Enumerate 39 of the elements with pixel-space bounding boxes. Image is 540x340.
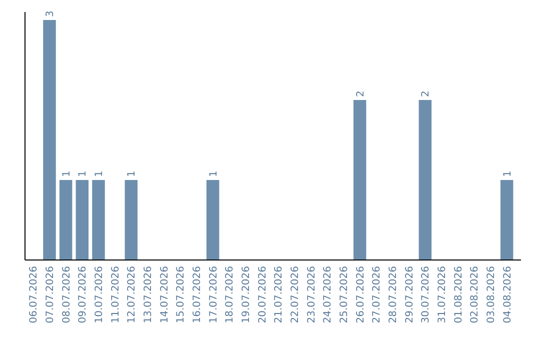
data-label: 3 <box>45 10 56 17</box>
data-label: 1 <box>78 170 89 177</box>
x-tick-label: 18.07.2026 <box>224 266 236 324</box>
x-tick-label: 13.07.2026 <box>143 266 154 324</box>
x-tick-label: 30.07.2026 <box>420 266 432 324</box>
data-label: 2 <box>355 90 366 97</box>
x-tick-label: 06.07.2026 <box>28 266 40 324</box>
x-tick-label: 21.07.2026 <box>274 266 285 324</box>
x-tick-label: 17.07.2026 <box>208 266 220 324</box>
x-tick-label: 12.07.2026 <box>126 266 138 324</box>
x-tick-label: 07.07.2026 <box>45 266 56 324</box>
data-label: 1 <box>126 170 138 177</box>
x-tick-label: 02.08.2026 <box>470 266 481 324</box>
data-label: 1 <box>61 170 72 177</box>
x-tick-label: 19.07.2026 <box>241 266 252 324</box>
x-tick-label: 08.07.2026 <box>61 266 72 324</box>
x-tick-label: 11.07.2026 <box>110 266 122 324</box>
x-tick-label: 27.07.2026 <box>372 266 383 324</box>
data-label: 1 <box>208 170 220 177</box>
x-tick-label: 28.07.2026 <box>388 266 399 324</box>
data-label: 2 <box>420 90 432 97</box>
x-tick-label: 15.07.2026 <box>176 266 187 324</box>
x-tick-label: 09.07.2026 <box>78 266 89 324</box>
x-tick-label: 23.07.2026 <box>306 266 318 324</box>
x-tick-label: 26.07.2026 <box>355 266 366 324</box>
data-label: 1 <box>94 170 105 177</box>
x-tick-label: 04.08.2026 <box>502 266 514 324</box>
x-tick-label: 20.07.2026 <box>257 266 268 324</box>
x-tick-label: 25.07.2026 <box>339 266 350 324</box>
x-tick-label: 01.08.2026 <box>453 266 464 324</box>
x-tick-label: 10.07.2026 <box>94 266 105 324</box>
x-tick-label: 14.07.2026 <box>159 266 170 324</box>
x-tick-label: 16.07.2026 <box>192 266 203 324</box>
x-tick-label: 31.07.2026 <box>437 266 448 324</box>
x-tick-label: 22.07.2026 <box>290 266 301 324</box>
x-tick-label: 24.07.2026 <box>322 266 334 324</box>
x-tick-label: 29.07.2026 <box>404 266 416 324</box>
data-label: 1 <box>502 170 514 177</box>
x-tick-label: 03.08.2026 <box>486 266 497 324</box>
